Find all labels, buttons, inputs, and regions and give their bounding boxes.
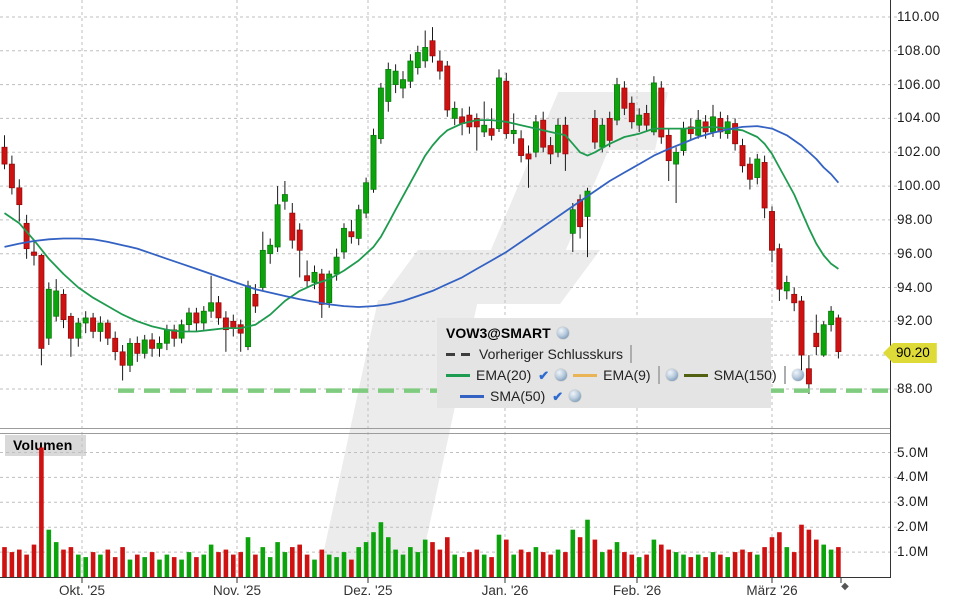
ema9-checkbox[interactable] [651, 366, 660, 384]
sma50-checkbox[interactable]: ✔ [545, 388, 563, 404]
globe-icon[interactable] [791, 369, 804, 381]
volume-tick-label: 3.0M [897, 494, 929, 510]
price-tick-label: 104.00 [897, 110, 941, 126]
price-tick-label: 102.00 [897, 144, 941, 160]
prev-close-line-swatch [446, 352, 473, 356]
price-tick-label: 96.00 [897, 245, 933, 261]
price-tick-label: 106.00 [897, 76, 941, 92]
chart-legend: VOW3@SMART Vorheriger Schlusskurs EMA(20… [437, 318, 804, 408]
last-price-value: 90.20 [896, 345, 930, 360]
price-tick-label: 110.00 [897, 9, 940, 24]
legend-item-ema9: EMA(9) [573, 366, 678, 384]
prev-close-checkbox[interactable] [623, 345, 632, 363]
price-tick-label: 92.00 [897, 313, 933, 329]
month-tick-label: Jan. '26 [481, 583, 529, 598]
sma150-line-swatch [683, 373, 708, 377]
ema20-label: EMA(20) [476, 367, 532, 383]
globe-icon[interactable] [665, 369, 678, 381]
unchecked-checkbox-icon[interactable] [629, 345, 632, 363]
prev-close-label: Vorheriger Schlusskurs [479, 346, 623, 362]
price-tick-label: 88.00 [897, 381, 933, 396]
ema9-line-swatch [573, 373, 598, 377]
last-price-badge: 90.20 [883, 343, 937, 363]
globe-icon[interactable] [555, 369, 568, 381]
time-axis-handle-icon[interactable]: ◆ [841, 581, 849, 592]
volume-tick-label: 1.0M [897, 544, 929, 560]
volume-tick-label: 2.0M [897, 519, 929, 535]
checked-checkbox-icon[interactable]: ✔ [538, 368, 550, 383]
instrument-title: VOW3@SMART [446, 325, 551, 341]
legend-item-sma150: SMA(150) [683, 366, 804, 384]
ema20-checkbox[interactable]: ✔ [531, 367, 549, 383]
price-tick-label: 108.00 [897, 42, 941, 58]
sma150-checkbox[interactable] [777, 366, 786, 384]
globe-icon[interactable] [556, 327, 569, 339]
sma150-label: SMA(150) [713, 367, 777, 383]
month-tick-label: März '26 [746, 583, 798, 598]
unchecked-checkbox-icon[interactable] [657, 366, 660, 384]
price-tick-label: 94.00 [897, 279, 933, 295]
ema9-label: EMA(9) [603, 367, 651, 383]
price-tick-label: 98.00 [897, 211, 933, 227]
globe-icon[interactable] [569, 390, 582, 402]
month-tick-label: Feb. '26 [612, 583, 662, 598]
ema20-line-swatch [446, 373, 470, 377]
legend-item-ema20: EMA(20) ✔ [446, 367, 568, 383]
checked-checkbox-icon[interactable]: ✔ [552, 389, 564, 404]
unchecked-checkbox-icon[interactable] [783, 366, 786, 384]
legend-item-sma50: SMA(50) ✔ [460, 388, 582, 404]
volume-tick-label: 5.0M [897, 444, 929, 460]
price-tick-label: 100.00 [897, 178, 941, 194]
month-tick-label: Nov. '25 [212, 583, 262, 598]
month-tick-label: Okt. '25 [58, 583, 106, 598]
volume-panel-label: Volumen [5, 435, 87, 456]
sma50-label: SMA(50) [490, 388, 546, 404]
month-tick-label: Dez. '25 [343, 583, 393, 598]
volume-tick-label: 4.0M [897, 469, 929, 485]
sma50-line-swatch [460, 394, 484, 398]
